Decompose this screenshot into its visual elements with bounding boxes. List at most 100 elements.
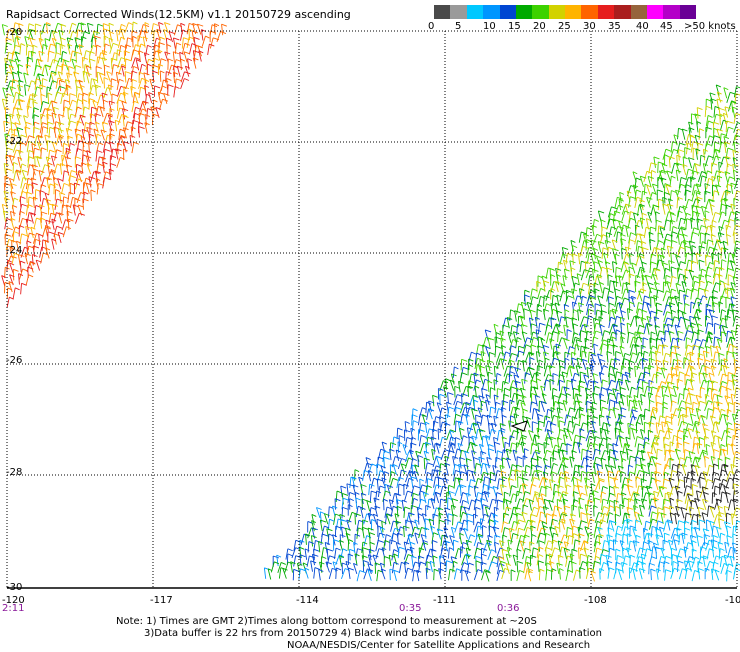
wind-barb — [412, 409, 417, 420]
wind-barb — [671, 528, 680, 538]
wind-barb — [551, 569, 556, 580]
wind-barb — [654, 269, 660, 280]
wind-barb — [678, 184, 686, 195]
wind-barb — [185, 66, 189, 76]
wind-barb — [642, 562, 646, 573]
wind-barb — [718, 437, 722, 448]
wind-barb — [59, 213, 64, 224]
wind-barb — [670, 176, 676, 187]
wind-barb — [567, 347, 574, 358]
wind-barb — [339, 556, 343, 567]
wind-barb — [716, 185, 721, 195]
wind-barb — [601, 492, 606, 503]
wind-barb — [202, 36, 209, 47]
wind-barb — [454, 401, 462, 412]
wind-barb — [716, 85, 721, 96]
wind-barb — [593, 561, 600, 572]
wind-barb — [633, 172, 637, 182]
wind-barb — [397, 428, 403, 439]
island-outline — [512, 421, 527, 431]
wind-barb — [73, 205, 78, 216]
wind-barb — [727, 310, 734, 321]
wind-barb — [636, 275, 641, 286]
wind-barb — [342, 507, 348, 518]
wind-barb — [386, 514, 390, 524]
wind-barb — [600, 569, 604, 580]
wind-barb — [490, 556, 498, 566]
wind-barb — [27, 106, 31, 117]
wind-barb — [638, 401, 642, 412]
wind-barb — [723, 241, 728, 252]
wind-barb — [700, 269, 706, 280]
wind-barb — [460, 472, 467, 483]
wind-barb — [637, 289, 646, 299]
wind-barb — [688, 429, 694, 439]
wind-barb — [577, 485, 582, 496]
wind-barb — [666, 421, 671, 432]
wind-barb — [715, 150, 720, 161]
wind-barb — [432, 449, 436, 460]
wind-barb — [685, 528, 690, 539]
wind-barb — [20, 44, 25, 55]
wind-barb — [110, 108, 115, 119]
wind-barb — [434, 569, 439, 580]
wind-barb — [676, 556, 681, 567]
wind-barb — [581, 296, 587, 307]
wind-barb — [711, 234, 715, 245]
wind-barb — [613, 444, 618, 455]
wind-barb — [570, 457, 575, 468]
wind-barb — [572, 373, 580, 384]
wind-barb — [735, 129, 740, 140]
wind-barb — [677, 211, 683, 222]
wind-barb — [31, 227, 35, 238]
wind-barb — [552, 540, 558, 551]
wind-barb — [61, 183, 68, 194]
wind-barb — [525, 373, 531, 384]
wind-barb — [676, 283, 681, 294]
wind-barb — [42, 79, 47, 90]
wind-barb — [627, 449, 633, 460]
wind-barb — [291, 562, 296, 573]
wind-barb — [574, 540, 581, 551]
wind-barb — [404, 430, 410, 441]
wind-barb — [104, 78, 108, 89]
wind-barb — [104, 65, 109, 76]
wind-barb — [453, 514, 458, 525]
wind-barb — [609, 227, 616, 238]
wind-barb — [567, 408, 576, 419]
pass-time-label: 2:11 — [2, 603, 24, 614]
wind-barb — [637, 444, 644, 455]
wind-barb — [394, 570, 399, 581]
wind-barb — [152, 24, 159, 35]
wind-barb — [52, 239, 56, 250]
wind-barb — [431, 437, 436, 448]
wind-barb — [495, 346, 501, 357]
wind-barb — [59, 30, 64, 41]
wind-barb — [659, 487, 664, 497]
wind-barb — [667, 520, 672, 531]
wind-barb — [635, 520, 640, 531]
lon-label: -117 — [150, 595, 173, 606]
wind-barb — [61, 38, 66, 49]
wind-barb — [627, 507, 633, 518]
wind-barb — [595, 304, 601, 315]
wind-barb — [384, 540, 390, 551]
wind-barb — [366, 458, 371, 469]
wind-barb — [677, 437, 682, 448]
wind-barb — [577, 479, 582, 490]
wind-barb — [620, 346, 624, 357]
wind-barb — [75, 213, 84, 223]
wind-barb — [401, 464, 406, 474]
wind-barb — [510, 360, 514, 371]
wind-barb — [697, 219, 703, 230]
wind-barb — [525, 295, 530, 306]
wind-barb — [580, 423, 588, 434]
wind-barb — [670, 213, 675, 224]
wind-barb — [678, 262, 686, 273]
wind-barb — [665, 155, 669, 166]
wind-barb — [132, 79, 137, 90]
wind-barb — [415, 533, 419, 544]
wind-barbs — [2, 22, 740, 582]
wind-barb — [42, 44, 48, 55]
wind-barb — [621, 298, 629, 308]
